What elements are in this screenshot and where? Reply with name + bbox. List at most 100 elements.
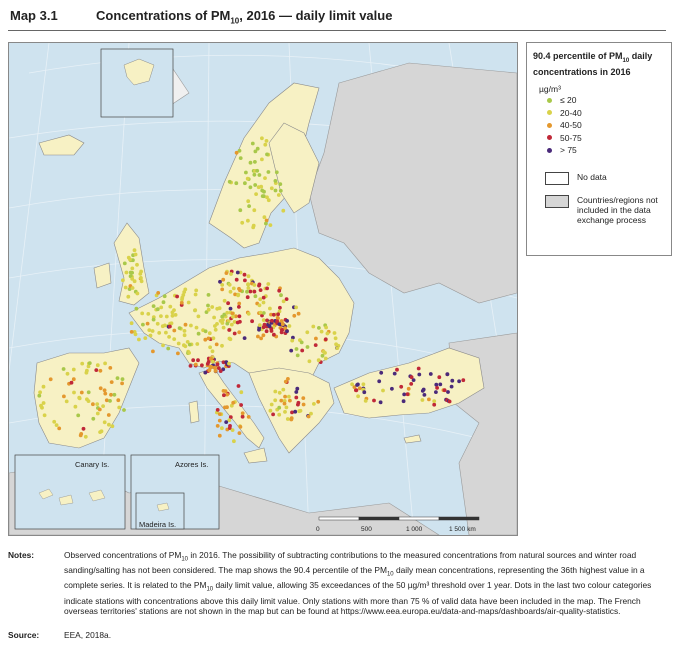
station-dot	[221, 318, 225, 322]
station-dot	[294, 390, 299, 394]
station-dot	[277, 412, 282, 417]
legend-unit: µg/m³	[539, 83, 561, 94]
scale-bar: 0 500 1 000 1 500 km	[316, 516, 480, 533]
legend-class-label: > 75	[560, 145, 577, 156]
station-dot	[180, 295, 185, 300]
station-dot	[215, 362, 220, 367]
station-dot	[237, 330, 242, 335]
station-dot	[244, 170, 248, 175]
station-dot	[264, 329, 269, 334]
legend-no-data: No data	[545, 172, 665, 186]
station-dot	[172, 308, 176, 312]
station-dot	[237, 314, 242, 319]
station-dot	[285, 319, 289, 323]
station-dot	[271, 312, 276, 317]
station-dot	[245, 176, 250, 181]
station-dot	[237, 301, 242, 306]
station-dot	[242, 272, 247, 277]
station-dot	[206, 307, 211, 312]
station-dot	[224, 420, 229, 424]
station-dot	[176, 351, 180, 356]
station-dot	[95, 402, 100, 406]
station-dot	[150, 329, 155, 333]
station-dot	[246, 286, 251, 290]
station-dot	[94, 368, 99, 372]
station-dot	[231, 314, 235, 319]
station-dot	[269, 329, 274, 333]
station-dot	[257, 323, 262, 328]
station-dot	[266, 198, 271, 203]
station-dot	[333, 336, 338, 341]
station-dot	[246, 199, 251, 204]
station-dot	[250, 319, 255, 324]
madeira-label: Madeira Is.	[139, 520, 176, 529]
station-dot	[258, 297, 263, 302]
station-dot	[332, 331, 337, 335]
station-dot	[420, 389, 425, 393]
station-dot	[234, 277, 239, 282]
station-dot	[305, 345, 310, 349]
station-dot	[461, 378, 466, 383]
station-dot	[91, 416, 96, 421]
station-dot	[236, 384, 241, 388]
station-dot	[261, 325, 266, 330]
station-dot	[355, 383, 359, 387]
no-data-label: No data	[577, 172, 607, 183]
station-dot	[238, 208, 243, 213]
station-dot	[409, 375, 414, 380]
station-dot	[78, 433, 83, 438]
station-dot	[224, 271, 229, 275]
station-dot	[206, 303, 210, 308]
station-dot	[305, 330, 310, 335]
station-dot	[141, 322, 145, 327]
station-dot	[362, 390, 367, 395]
source-label: Source:	[8, 630, 40, 640]
station-dot	[102, 388, 107, 393]
station-dot	[155, 321, 160, 326]
station-dot	[252, 283, 257, 287]
station-dot	[427, 397, 431, 402]
station-dot	[264, 218, 269, 223]
station-dot	[296, 311, 301, 316]
station-dot	[450, 378, 455, 383]
station-dot	[41, 401, 46, 405]
station-dot	[196, 331, 201, 336]
station-dot	[188, 364, 193, 368]
station-dot	[211, 359, 215, 364]
station-dot	[316, 399, 321, 404]
station-dot	[194, 288, 199, 293]
station-dot	[225, 310, 230, 315]
station-dot	[86, 364, 91, 369]
station-dot	[229, 272, 233, 276]
not-included-label: Countries/regions not included in the da…	[577, 195, 658, 226]
station-dot	[151, 317, 156, 322]
station-dot	[271, 412, 275, 417]
station-dot	[79, 390, 84, 395]
station-dot	[272, 332, 276, 337]
station-dot	[239, 390, 244, 395]
station-dot	[227, 418, 232, 423]
station-dot	[217, 366, 221, 370]
station-dot	[128, 270, 133, 275]
station-dot	[220, 321, 225, 325]
map-number: Map 3.1	[10, 8, 58, 23]
station-dot	[166, 346, 171, 351]
station-dot	[299, 340, 304, 345]
map-title: Concentrations of PM10, 2016 — daily lim…	[96, 8, 393, 26]
station-dot	[309, 411, 313, 416]
station-dot	[225, 321, 230, 326]
station-dot	[215, 322, 219, 326]
station-dot	[207, 331, 212, 336]
station-dot	[87, 361, 92, 365]
station-dot	[155, 307, 160, 312]
station-dot	[212, 315, 217, 320]
station-dot	[218, 369, 223, 373]
station-dot	[300, 348, 305, 353]
station-dot	[372, 398, 376, 403]
station-dot	[264, 221, 268, 226]
legend-class-4: > 75	[547, 144, 665, 157]
station-dot	[286, 377, 290, 381]
station-dot	[191, 358, 196, 363]
station-dot	[175, 294, 180, 299]
station-dot	[71, 367, 76, 372]
